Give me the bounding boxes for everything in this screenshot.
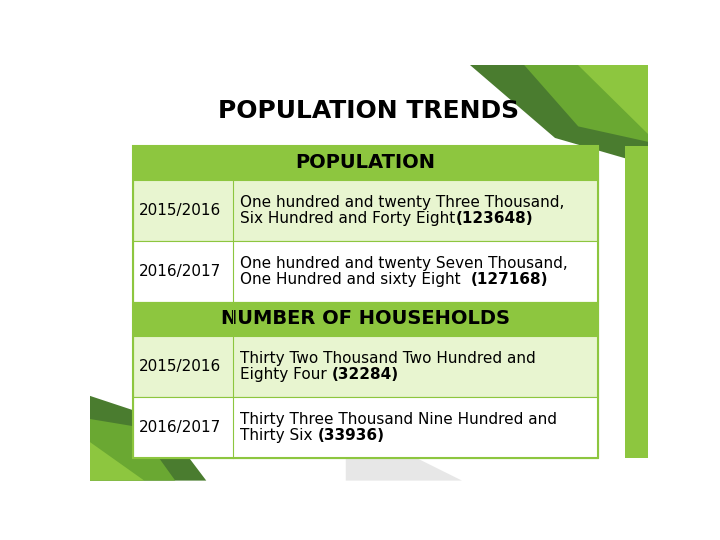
Text: (123648): (123648) <box>456 211 534 226</box>
Polygon shape <box>625 146 648 457</box>
Bar <box>132 397 598 457</box>
Text: Eighty Four: Eighty Four <box>240 367 332 382</box>
Polygon shape <box>90 419 175 481</box>
Text: POPULATION: POPULATION <box>295 153 435 172</box>
Polygon shape <box>469 65 648 165</box>
Text: Thirty Six: Thirty Six <box>240 428 318 443</box>
Polygon shape <box>90 396 206 481</box>
Text: NUMBER OF HOUSEHOLDS: NUMBER OF HOUSEHOLDS <box>220 309 510 328</box>
Polygon shape <box>524 65 648 142</box>
Text: POPULATION TRENDS: POPULATION TRENDS <box>218 99 520 123</box>
Text: Six Hundred and Forty Eight: Six Hundred and Forty Eight <box>240 211 456 226</box>
Bar <box>132 146 598 180</box>
Text: Thirty Two Thousand Two Hundred and: Thirty Two Thousand Two Hundred and <box>240 351 536 366</box>
Text: 2015/2016: 2015/2016 <box>139 359 221 374</box>
Polygon shape <box>90 442 144 481</box>
Text: (33936): (33936) <box>318 428 384 443</box>
Bar <box>132 241 598 301</box>
Text: (32284): (32284) <box>332 367 399 382</box>
Text: 2016/2017: 2016/2017 <box>139 420 221 435</box>
Polygon shape <box>578 65 648 134</box>
Bar <box>132 146 598 457</box>
Bar <box>132 180 598 241</box>
Bar <box>132 336 598 397</box>
Text: One hundred and twenty Seven Thousand,: One hundred and twenty Seven Thousand, <box>240 256 568 271</box>
Text: 2016/2017: 2016/2017 <box>139 264 221 279</box>
Text: 2015/2016: 2015/2016 <box>139 203 221 218</box>
Text: One hundred and twenty Three Thousand,: One hundred and twenty Three Thousand, <box>240 195 564 210</box>
Bar <box>132 301 598 336</box>
Text: Thirty Three Thousand Nine Hundred and: Thirty Three Thousand Nine Hundred and <box>240 412 557 427</box>
Text: (127168): (127168) <box>471 272 548 287</box>
Polygon shape <box>346 457 462 481</box>
Text: One Hundred and sixty Eight: One Hundred and sixty Eight <box>240 272 471 287</box>
